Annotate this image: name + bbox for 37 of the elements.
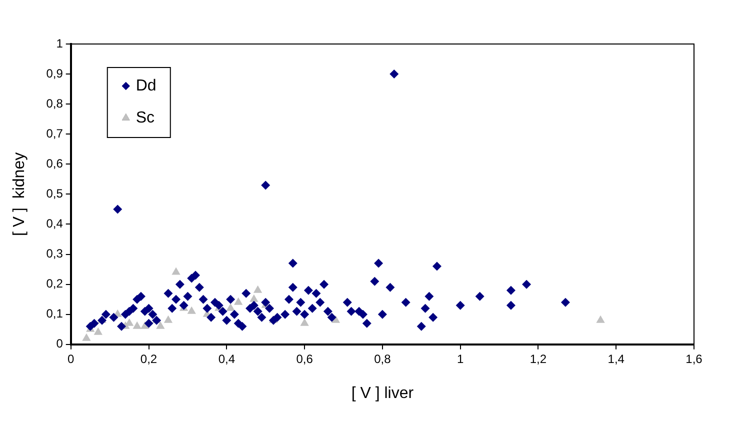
x-tick-label: 0 — [68, 352, 75, 366]
y-tick-label: 0,9 — [46, 66, 64, 80]
point — [187, 306, 196, 314]
y-tick-label: 0,4 — [46, 216, 64, 231]
x-tick-label: 1,6 — [686, 352, 703, 366]
point — [132, 321, 142, 329]
point — [253, 285, 262, 293]
y-tick-label: 0,3 — [46, 246, 64, 261]
point — [300, 318, 309, 326]
point — [234, 297, 243, 305]
x-tick-label: 0,6 — [296, 352, 314, 366]
y-axis-title: [ V ] kidney — [11, 152, 28, 236]
y-tick-label: 0 — [56, 336, 64, 351]
point — [226, 303, 235, 311]
y-tick-label: 0,5 — [46, 186, 64, 201]
y-tick-label: 0,2 — [46, 276, 64, 291]
y-tick-label: 1 — [56, 36, 64, 50]
x-tick-label: 0,4 — [218, 352, 236, 366]
point — [172, 267, 180, 275]
legend-label: Sc — [136, 109, 155, 126]
point — [82, 333, 91, 341]
point — [164, 315, 173, 323]
point — [250, 294, 258, 302]
point — [156, 321, 165, 329]
y-tick-label: 0,6 — [46, 156, 64, 170]
x-tick-label: 1,2 — [530, 352, 547, 366]
y-tick-label: 0,8 — [46, 96, 64, 110]
x-tick-label: 1,4 — [608, 352, 625, 366]
x-tick-label: 0,8 — [374, 352, 392, 366]
point — [596, 315, 605, 323]
point — [94, 327, 102, 335]
legend-label: Dd — [136, 77, 156, 94]
x-tick-label: 1 — [456, 352, 464, 366]
y-tick-label: 0,7 — [46, 126, 64, 140]
x-axis-title: [ V ] liver — [351, 384, 414, 402]
x-tick-label: 0,2 — [140, 352, 158, 366]
y-tick-label: 0,1 — [46, 306, 64, 321]
